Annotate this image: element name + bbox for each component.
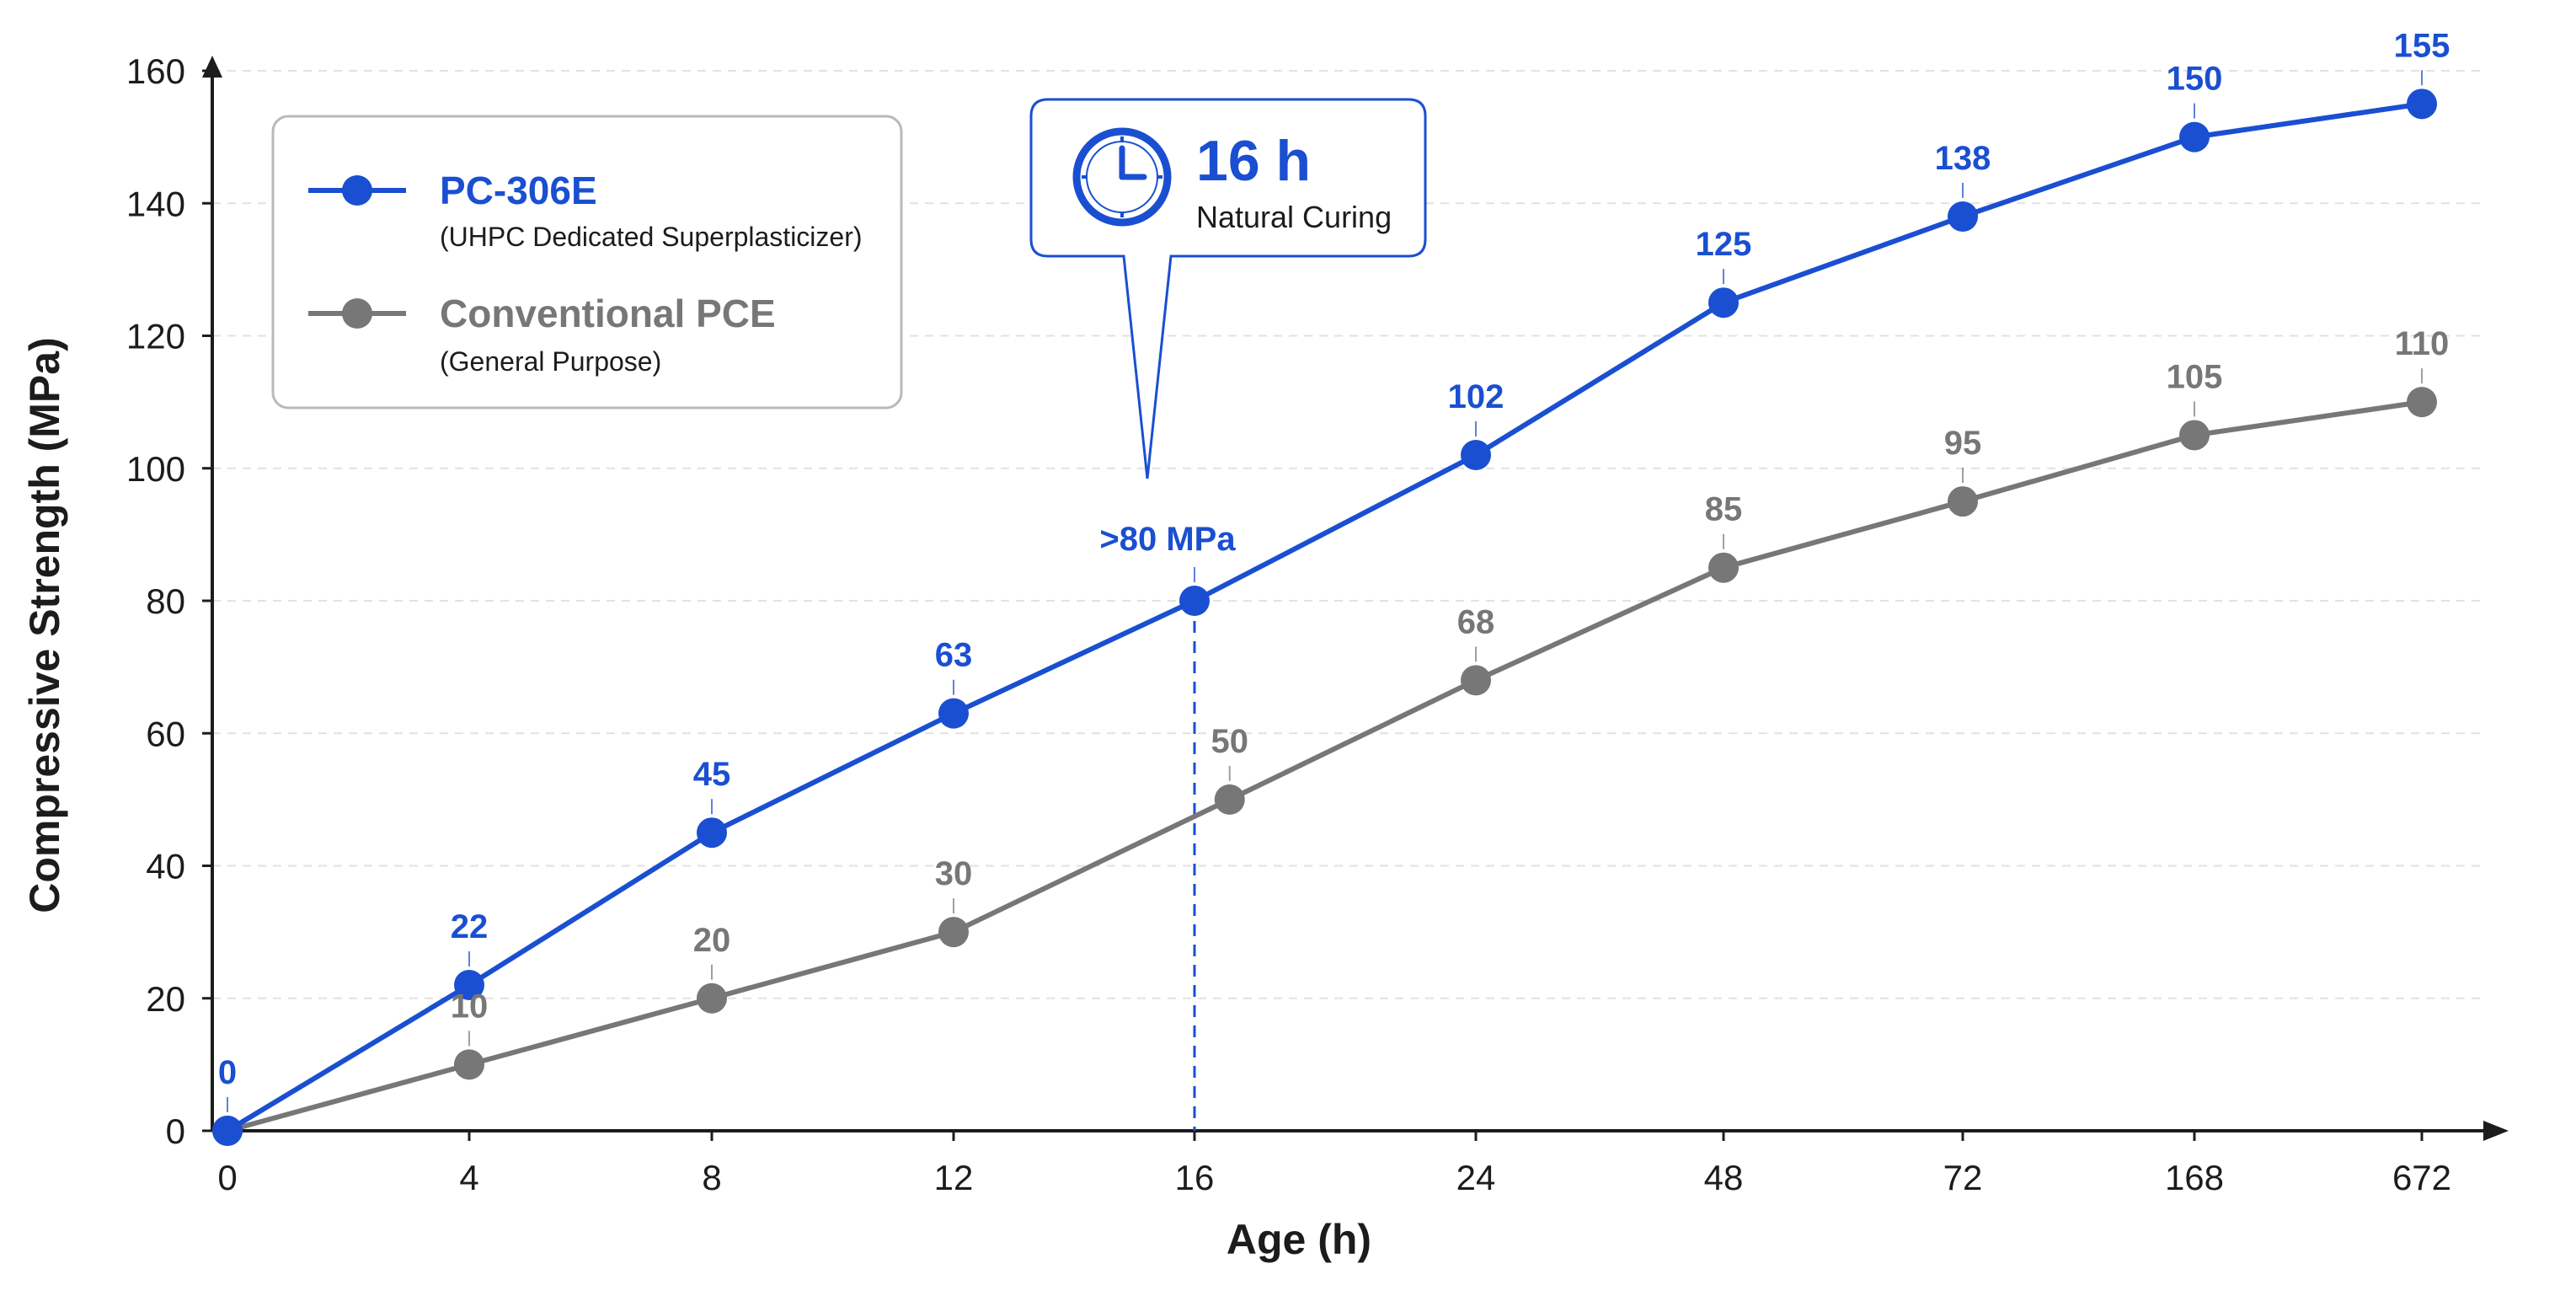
data-label-s1-5: 68 [1457, 603, 1495, 640]
point-s1-8 [2179, 420, 2210, 451]
data-label-s1-8: 105 [2167, 358, 2223, 395]
x-tick-label-12: 12 [934, 1158, 974, 1197]
annotation-callout: 16 h Natural Curing [1029, 98, 1427, 479]
data-label-s1-9: 110 [2395, 325, 2450, 362]
data-label-s0-9: 155 [2394, 27, 2450, 64]
legend-sublabel-conventional-pce: (General Purpose) [440, 346, 661, 377]
y-tick-label-80: 80 [146, 581, 185, 621]
y-tick-label-120: 120 [126, 317, 185, 356]
callout-title: 16 h [1196, 129, 1311, 193]
legend-marker-conventional-pce [342, 298, 372, 329]
y-axis-arrow-icon [202, 56, 222, 78]
clock-icon [1072, 127, 1172, 227]
legend: PC-306E (UHPC Dedicated Superplasticizer… [271, 115, 903, 410]
legend-marker-pc-306e [342, 175, 372, 206]
series-line-1 [227, 399, 2423, 1133]
point-s0-4 [1179, 586, 1210, 616]
data-label-s1-3: 30 [935, 855, 973, 892]
point-s0-1 [454, 970, 484, 1001]
x-tick-label-72: 72 [1943, 1158, 1983, 1197]
point-s1-6 [1708, 552, 1739, 583]
series-layer [212, 88, 2437, 1146]
point-s1-2 [697, 982, 727, 1014]
point-s1-9 [2407, 387, 2437, 418]
y-axis-title: Compressive Strength (MPa) [21, 337, 68, 913]
series-line-0 [226, 101, 2423, 1133]
point-s1-7 [1948, 486, 1978, 517]
x-tick-label-24: 24 [1456, 1158, 1496, 1197]
x-tick-label-16: 16 [1175, 1158, 1215, 1197]
data-label-s0-0: 0 [218, 1054, 237, 1091]
legend-label-conventional-pce: Conventional PCE [440, 292, 776, 335]
legend-item-pc-306e: PC-306E (UHPC Dedicated Superplasticizer… [308, 169, 863, 252]
data-label-s0-7: 138 [1935, 140, 1991, 177]
point-s0-0 [212, 1116, 243, 1146]
y-tick-label-20: 20 [146, 979, 185, 1019]
x-tick-label-0: 0 [217, 1158, 237, 1197]
callout-subtitle: Natural Curing [1196, 200, 1392, 234]
data-label-s0-2: 45 [693, 756, 731, 793]
y-tick-label-100: 100 [126, 449, 185, 489]
x-tick-labels: 0 4 8 12 16 24 48 72 168 672 [217, 1131, 2451, 1197]
point-s0-5 [1461, 440, 1491, 471]
data-label-s1-4: 50 [1211, 723, 1249, 760]
x-tick-label-4: 4 [459, 1158, 478, 1197]
point-s1-5 [1461, 665, 1491, 696]
data-label-s0-1: 22 [451, 908, 489, 945]
y-tick-label-40: 40 [146, 847, 185, 886]
x-axis-arrow-icon [2483, 1121, 2509, 1141]
data-label-s0-4: >80 MPa [1099, 521, 1236, 558]
point-s0-9 [2407, 88, 2437, 120]
data-labels: 10 20 30 50 68 85 95 105 110 0 22 45 63 >80 MPa 102 125… [218, 27, 2450, 1112]
point-s0-3 [938, 698, 969, 729]
point-s0-2 [697, 817, 727, 849]
data-label-s1-2: 20 [693, 922, 731, 959]
x-tick-label-168: 168 [2165, 1158, 2224, 1197]
y-tick-label-140: 140 [126, 184, 185, 223]
x-tick-label-672: 672 [2392, 1158, 2451, 1197]
y-tick-labels: 0 20 40 60 80 100 120 140 160 [126, 51, 212, 1151]
data-label-s1-6: 85 [1705, 491, 1743, 528]
legend-box [271, 115, 903, 410]
y-tick-label-160: 160 [126, 51, 185, 91]
callout-box [1029, 98, 1427, 479]
x-tick-label-48: 48 [1704, 1158, 1744, 1197]
data-label-s0-3: 63 [935, 637, 973, 674]
y-tick-label-0: 0 [166, 1111, 185, 1151]
point-s0-6 [1708, 287, 1739, 319]
x-tick-label-8: 8 [702, 1158, 721, 1197]
y-tick-label-60: 60 [146, 714, 185, 753]
data-label-s0-8: 150 [2167, 61, 2223, 98]
x-axis-title: Age (h) [1227, 1216, 1371, 1263]
data-label-s1-1: 10 [451, 988, 489, 1025]
data-label-s1-7: 95 [1944, 425, 1982, 462]
point-s0-8 [2179, 121, 2210, 153]
data-label-s0-6: 125 [1696, 226, 1752, 263]
point-s1-4 [1214, 784, 1245, 815]
data-label-s0-5: 102 [1448, 378, 1504, 415]
point-s0-7 [1948, 201, 1978, 232]
legend-sublabel-pc-306e: (UHPC Dedicated Superplasticizer) [440, 222, 863, 252]
point-s1-3 [938, 917, 969, 948]
legend-label-pc-306e: PC-306E [440, 169, 597, 212]
point-s1-1 [454, 1049, 484, 1080]
legend-item-conventional-pce: Conventional PCE (General Purpose) [308, 292, 776, 377]
